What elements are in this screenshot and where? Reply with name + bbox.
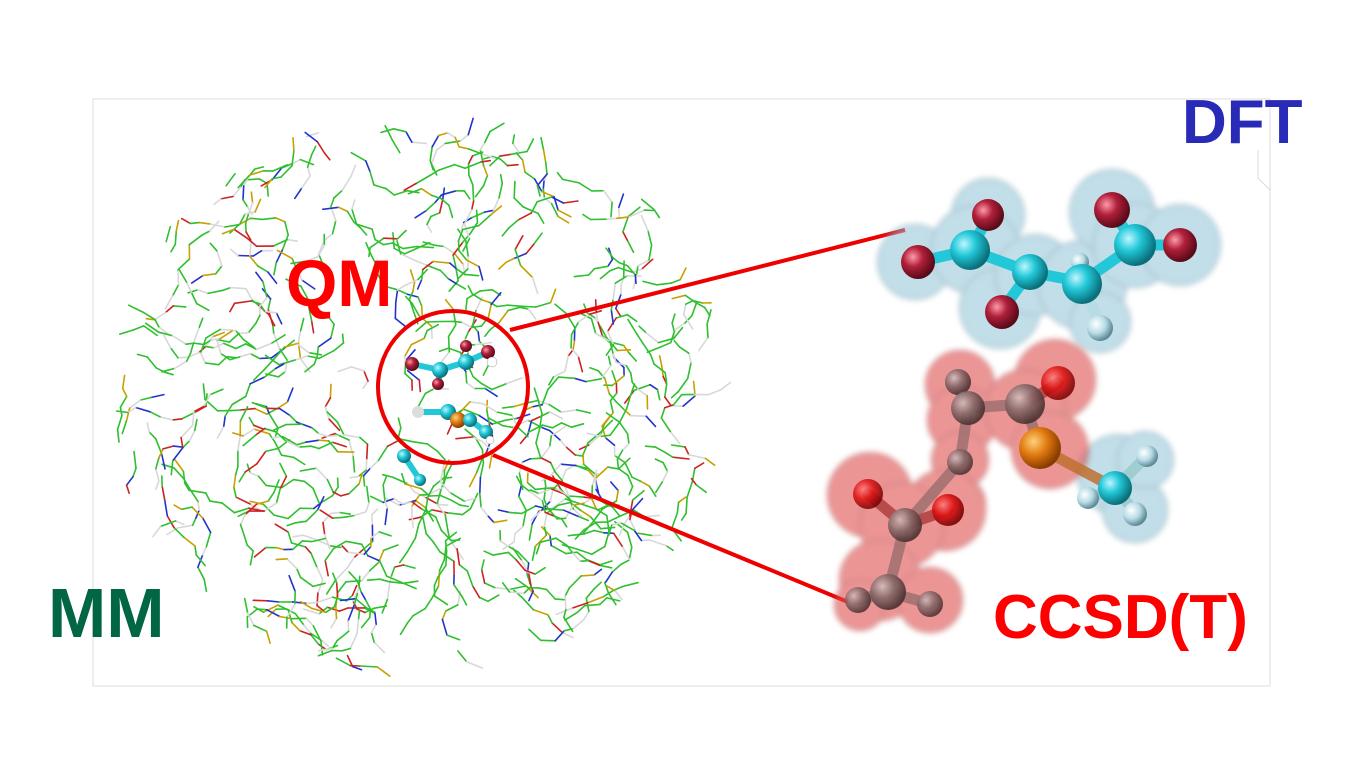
- qm-label: QM: [286, 246, 393, 320]
- frame-border: [92, 98, 1271, 687]
- ccsd-molecule-ball-stick-icon: [827, 339, 1174, 633]
- dft-label: DFT: [1182, 88, 1303, 157]
- qm-embedded-molecule: [397, 340, 498, 486]
- mm-label: MM: [48, 574, 165, 652]
- connector-line-ccsdt: [492, 453, 849, 604]
- protein-wireframe-icon: [115, 117, 732, 678]
- qm-selection-circle-icon: [376, 309, 530, 465]
- dft-molecule-ball-stick-icon: [877, 169, 1221, 353]
- ccsdt-label: CCSD(T): [993, 583, 1248, 652]
- connector-line-dft: [509, 228, 906, 332]
